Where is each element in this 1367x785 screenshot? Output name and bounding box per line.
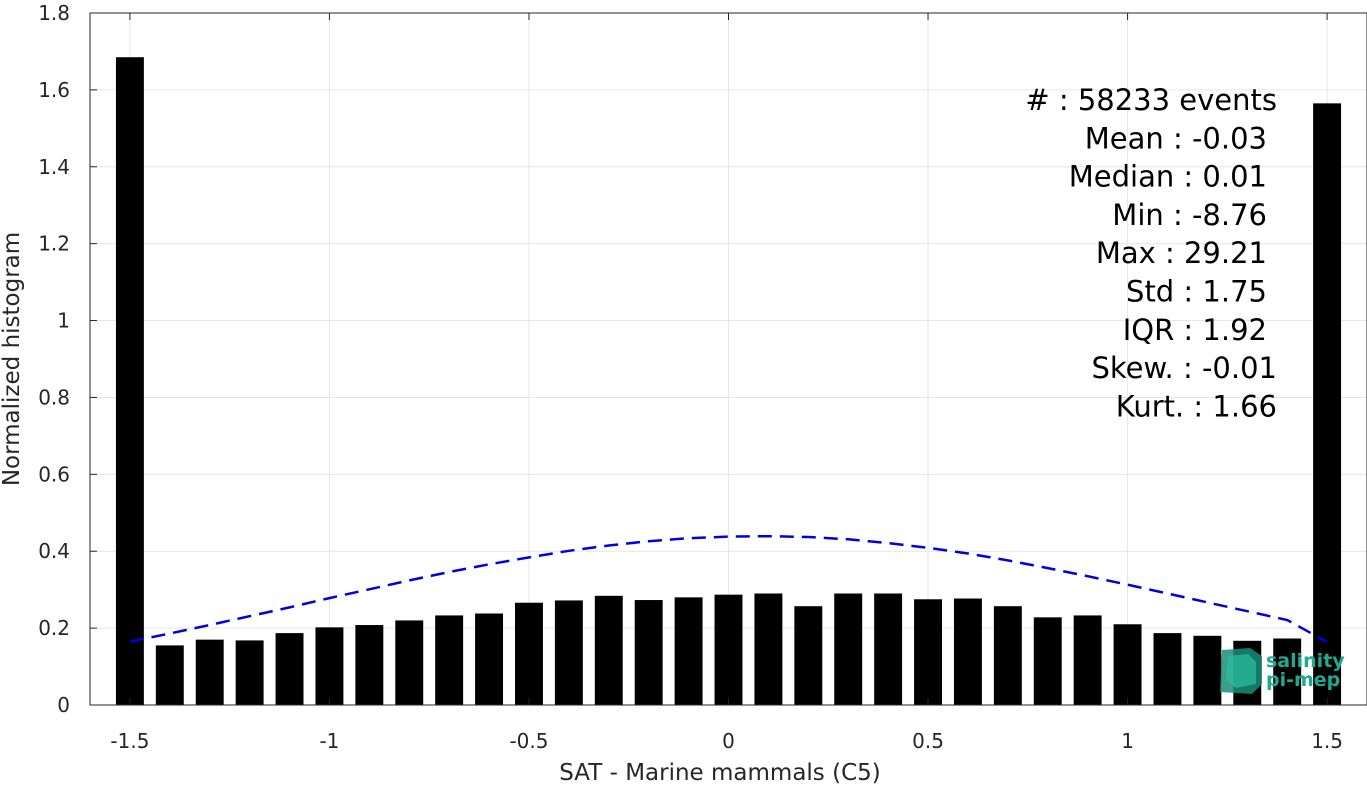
histogram-bar <box>874 593 903 705</box>
stat-line: # : 58233 events <box>1025 83 1277 117</box>
histogram-bar <box>435 615 464 705</box>
histogram-bar <box>315 627 344 705</box>
x-tick-label: 0.5 <box>912 729 944 753</box>
x-tick-label: 1 <box>1121 729 1134 753</box>
logo-line1: salinity <box>1266 650 1345 672</box>
y-tick-label: 0.4 <box>38 539 70 563</box>
histogram-bar <box>395 620 424 705</box>
histogram-bar <box>674 597 703 705</box>
y-axis-label: Normalized histogram <box>0 232 25 486</box>
y-tick-label: 1.2 <box>38 232 70 256</box>
histogram-bar <box>195 639 224 705</box>
histogram-bar <box>475 613 504 705</box>
statistics-annotation: # : 58233 events Mean : -0.03 Median : 0.0… <box>1025 83 1277 423</box>
histogram-bar <box>355 625 384 705</box>
histogram-bar <box>1313 103 1342 706</box>
salinity-pimep-logo: salinity pi-mep <box>1220 648 1345 694</box>
y-tick-label: 1.6 <box>38 78 70 102</box>
stat-line: Mean : -0.03 <box>1085 121 1267 155</box>
logo-cube-facet <box>1226 654 1256 688</box>
y-tick-label: 0.2 <box>38 616 70 640</box>
histogram-bar <box>155 645 184 705</box>
histogram-bar <box>634 600 663 705</box>
histogram-bar <box>834 593 863 705</box>
y-tick-label: 1.4 <box>38 155 70 179</box>
histogram-bar <box>1073 615 1102 705</box>
y-tick-label: 1.8 <box>38 1 70 25</box>
x-tick-label: -1 <box>319 729 339 753</box>
x-axis-ticks: -1.5 -1 -0.5 0 0.5 1 1.5 <box>110 13 1343 753</box>
normal-fit-curve <box>129 534 1328 644</box>
x-tick-label: 1.5 <box>1311 729 1343 753</box>
y-tick-label: 0.8 <box>38 385 70 409</box>
x-axis-label: SAT - Marine mammals (C5) <box>559 760 881 785</box>
histogram-bar <box>794 606 823 705</box>
histogram-bar <box>1153 633 1182 705</box>
stat-line: Max : 29.21 <box>1096 236 1267 270</box>
histogram-bar <box>594 595 623 705</box>
y-tick-label: 1 <box>57 309 70 333</box>
histogram-bar <box>115 57 144 705</box>
histogram-bar <box>554 600 583 705</box>
stat-line: Skew. : -0.01 <box>1091 351 1277 385</box>
histogram-bar <box>754 593 783 705</box>
histogram-bar <box>993 606 1022 705</box>
histogram-bar <box>275 633 304 705</box>
stat-line: IQR : 1.92 <box>1123 313 1267 347</box>
histogram-bar <box>235 640 264 705</box>
histogram-bar <box>1033 617 1062 705</box>
histogram-bar <box>1113 624 1142 705</box>
stat-line: Median : 0.01 <box>1069 160 1267 194</box>
histogram-bars <box>115 57 1342 706</box>
x-tick-label: 0 <box>722 729 735 753</box>
histogram-bar <box>914 599 942 705</box>
histogram-bar <box>1273 638 1302 705</box>
logo-line2: pi-mep <box>1266 669 1340 691</box>
stat-line: Kurt. : 1.66 <box>1116 389 1277 423</box>
histogram-bar <box>714 594 743 705</box>
histogram-bar <box>515 602 543 705</box>
histogram-bar <box>1193 635 1222 705</box>
x-tick-label: -0.5 <box>509 729 548 753</box>
x-tick-label: -1.5 <box>110 729 149 753</box>
stat-line: Min : -8.76 <box>1112 198 1267 232</box>
y-tick-label: 0.6 <box>38 462 70 486</box>
y-axis-ticks: 0 0.2 0.4 0.6 0.8 1 1.2 1.4 1.6 1.8 <box>38 1 97 717</box>
stat-line: Std : 1.75 <box>1126 275 1267 309</box>
histogram-bar <box>953 598 982 705</box>
y-tick-label: 0 <box>57 693 70 717</box>
